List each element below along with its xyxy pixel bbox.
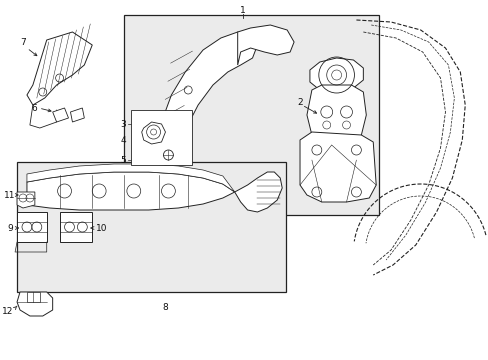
- Text: 1: 1: [239, 5, 245, 14]
- Polygon shape: [148, 32, 257, 198]
- Text: 6: 6: [31, 104, 37, 112]
- Polygon shape: [237, 25, 293, 65]
- Text: 12: 12: [2, 307, 13, 316]
- Text: 9: 9: [7, 224, 13, 233]
- Polygon shape: [306, 85, 366, 142]
- Polygon shape: [27, 164, 234, 192]
- Text: 8: 8: [162, 303, 168, 312]
- Text: 7: 7: [20, 37, 26, 46]
- Text: 5: 5: [120, 156, 125, 165]
- Text: 4: 4: [120, 135, 125, 144]
- Bar: [131, 110, 192, 165]
- Text: 11: 11: [3, 190, 15, 199]
- Bar: [123, 15, 378, 215]
- Polygon shape: [60, 212, 92, 242]
- Polygon shape: [142, 122, 165, 144]
- Text: 3: 3: [120, 120, 125, 129]
- Polygon shape: [53, 108, 68, 122]
- Polygon shape: [300, 132, 375, 202]
- Text: 2: 2: [297, 98, 302, 107]
- Text: 10: 10: [96, 224, 107, 233]
- Polygon shape: [17, 292, 53, 316]
- Polygon shape: [27, 32, 92, 105]
- Polygon shape: [27, 292, 40, 302]
- Polygon shape: [70, 108, 84, 122]
- Polygon shape: [17, 212, 47, 242]
- Polygon shape: [27, 172, 234, 210]
- Polygon shape: [234, 172, 282, 212]
- Polygon shape: [17, 192, 35, 208]
- Bar: [17, 162, 285, 292]
- Polygon shape: [309, 58, 363, 92]
